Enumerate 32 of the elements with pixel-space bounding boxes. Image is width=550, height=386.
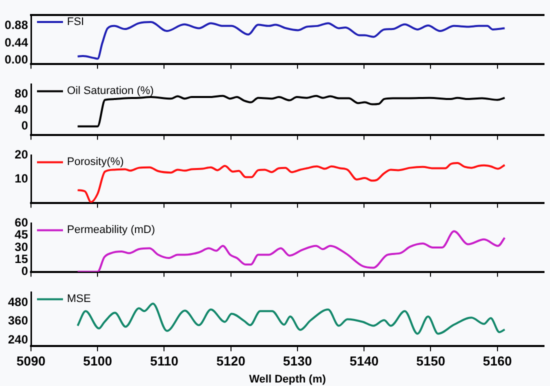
y-tick-label: 80 [14, 86, 28, 101]
y-tick-label: 30 [14, 240, 28, 254]
y-tick-label: 10 [14, 171, 28, 186]
x-tick-label: 5120 [216, 354, 246, 369]
x-tick-label: 5130 [283, 354, 312, 369]
line-series [76, 302, 506, 335]
y-tick-label: 15 [14, 252, 28, 266]
y-tick-label: 0 [21, 118, 28, 133]
y-tick-label: 45 [14, 228, 28, 242]
y-tick-label: 60 [14, 216, 28, 230]
legend-label: MSE [67, 293, 91, 306]
x-tick-label: 5090 [16, 354, 46, 369]
legend-label: Permeability (mD) [67, 224, 156, 236]
y-tick-label: 240 [8, 332, 28, 346]
legend-label: FSI [67, 16, 84, 28]
x-tick-label: 5150 [416, 354, 446, 369]
y-tick-label: 20 [14, 148, 28, 162]
y-tick-label: 0 [21, 264, 28, 278]
legend-label: Oil Saturation (%) [67, 85, 154, 98]
x-tick-label: 5100 [83, 354, 112, 369]
x-tick-label: 5160 [482, 354, 512, 369]
y-tick-label: 0.88 [4, 18, 28, 32]
line-series [76, 94, 506, 128]
x-tick-label: 5140 [350, 354, 379, 369]
x-axis-title: Well Depth (m) [249, 373, 326, 386]
y-tick-label: 0.44 [4, 35, 28, 50]
y-tick-label: 0.00 [4, 52, 28, 67]
y-tick-label: 40 [14, 102, 28, 117]
y-tick-label: 480 [8, 294, 28, 309]
x-tick-label: 5110 [150, 354, 178, 369]
legend-label: Porosity(%) [67, 156, 124, 168]
y-tick-label: 360 [8, 314, 28, 328]
